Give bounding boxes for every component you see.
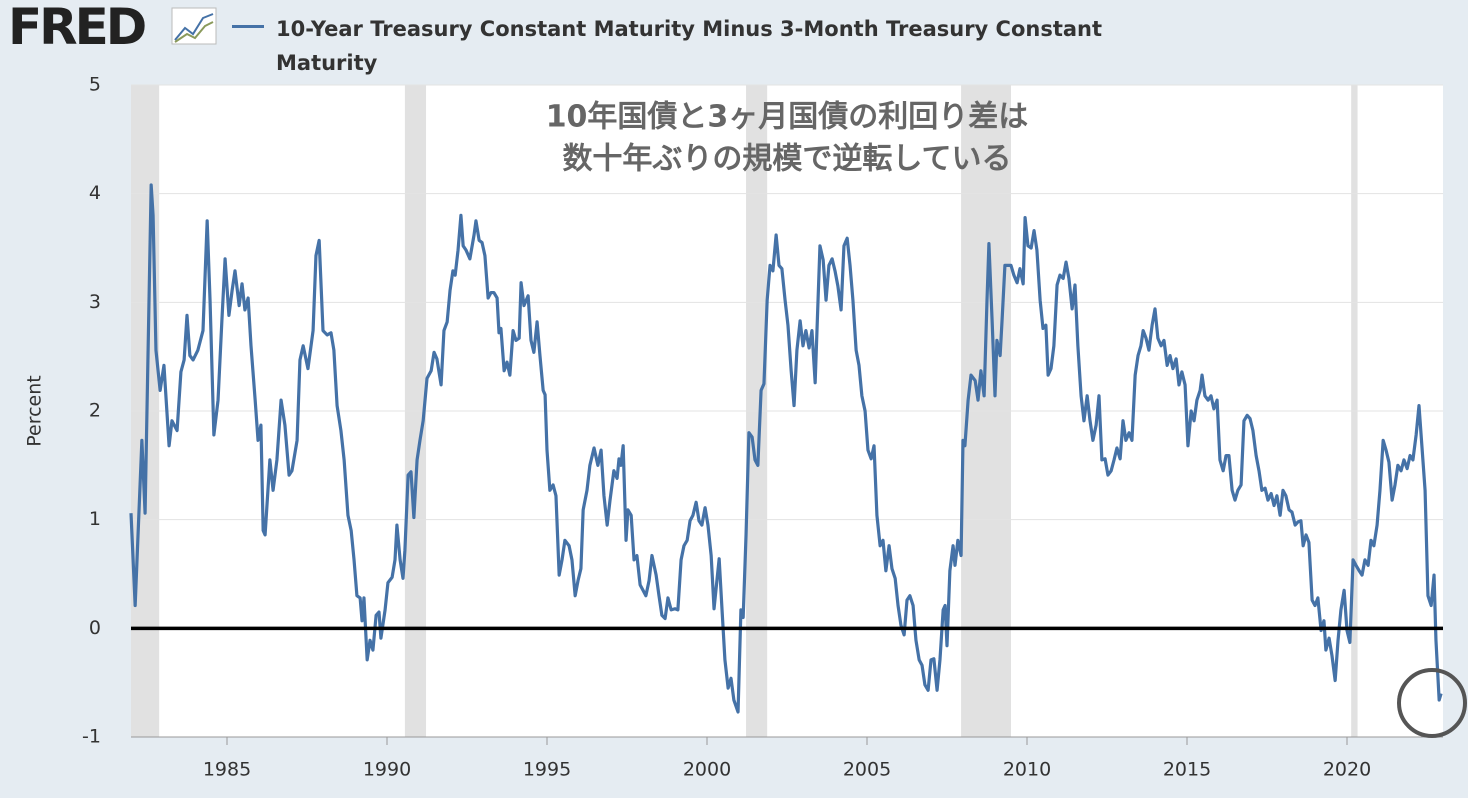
x-tick-label: 1985 [203, 759, 251, 781]
x-tick-label: 2020 [1323, 759, 1371, 781]
y-tick-label: 3 [89, 291, 101, 313]
x-tick-label: 2005 [843, 759, 891, 781]
y-tick-label: 5 [89, 74, 101, 96]
x-tick-label: 1995 [523, 759, 571, 781]
legend-label: 10-Year Treasury Constant Maturity Minus… [276, 17, 1103, 75]
y-tick-label: 2 [89, 400, 101, 422]
y-tick-label: -1 [82, 726, 101, 748]
y-tick-label: 4 [89, 182, 101, 204]
legend-swatch [232, 25, 264, 28]
annotation: 10年国債と3ヶ月国債の利回り差は [546, 100, 1029, 135]
x-tick-label: 2010 [1003, 759, 1051, 781]
x-tick-label: 1990 [363, 759, 411, 781]
y-tick-label: 0 [89, 617, 101, 639]
legend: 10-Year Treasury Constant Maturity Minus… [232, 12, 1132, 80]
annotation: 数十年ぶりの規模で逆転している [562, 142, 1011, 177]
logo: FRED [8, 0, 147, 56]
y-axis-label: Percent [24, 375, 46, 447]
logo-icon [171, 7, 217, 45]
highlight-circle [1397, 668, 1467, 738]
series-line [129, 183, 1443, 714]
y-tick-label: 1 [89, 508, 101, 530]
x-tick-label: 2015 [1163, 759, 1211, 781]
x-tick-label: 2000 [683, 759, 731, 781]
